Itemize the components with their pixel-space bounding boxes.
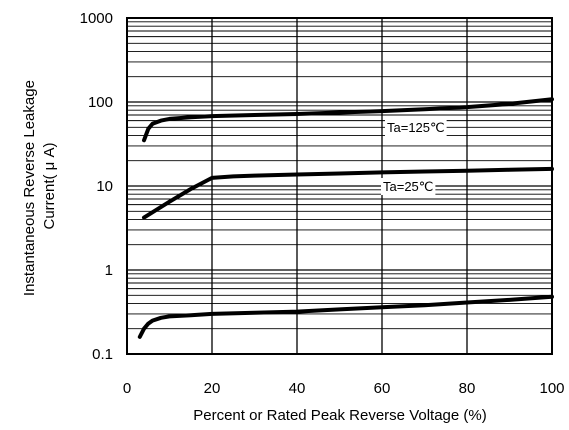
curve-labels: Ta=125℃ Ta=25℃ (381, 119, 447, 195)
grid-lines (127, 18, 552, 354)
x-tick-label: 0 (123, 380, 131, 397)
x-tick-label: 80 (459, 380, 476, 397)
x-tick-label: 40 (289, 380, 306, 397)
series-line-3 (137, 294, 554, 339)
curve-label-background (381, 178, 436, 195)
x-tick-label: 60 (374, 380, 391, 397)
series-lines (137, 97, 554, 339)
y-axis-label: Instantaneous Reverse Leakage Current( μ… (21, 76, 58, 296)
y-tick-label: 0.1 (92, 346, 113, 363)
x-tick-label: 20 (204, 380, 221, 397)
y-tick-label: 10 (96, 178, 113, 195)
x-axis-label: Percent or Rated Peak Reverse Voltage (%… (193, 407, 486, 424)
curve-label-background (385, 119, 447, 136)
y-tick-label: 1000 (80, 10, 113, 27)
y-axis-label-line-2: Current( μ A) (41, 143, 58, 230)
series-line-2 (142, 166, 554, 220)
tick-labels: 0 20 40 60 80 100 0.1 1 10 100 1000 (80, 10, 565, 397)
x-tick-label: 100 (539, 380, 564, 397)
curve-label-ta-25: Ta=25℃ (383, 179, 433, 194)
plot-frame (126, 17, 553, 355)
series-line-1 (142, 97, 554, 143)
y-axis-label-line-1: Instantaneous Reverse Leakage (21, 80, 38, 296)
curve-label-ta-125: Ta=125℃ (387, 120, 445, 135)
y-tick-label: 1 (105, 262, 113, 279)
y-tick-label: 100 (88, 94, 113, 111)
